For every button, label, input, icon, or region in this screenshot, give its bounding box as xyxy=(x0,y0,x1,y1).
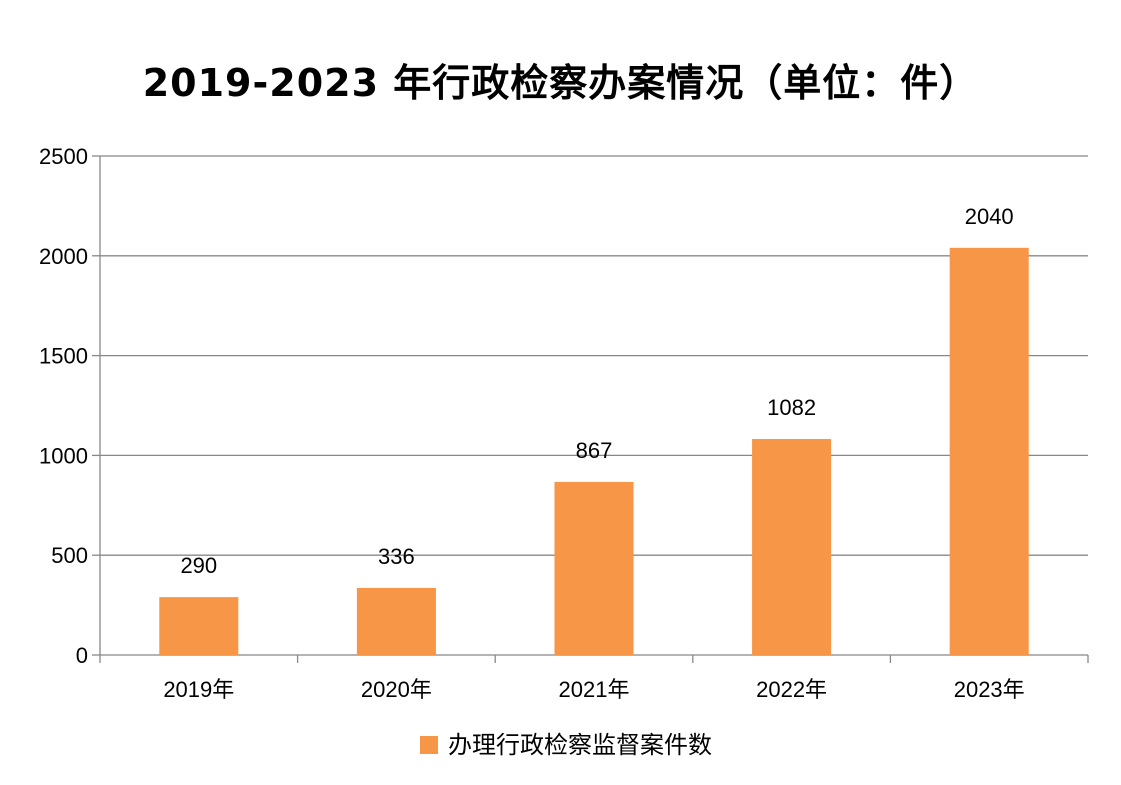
bar xyxy=(159,597,239,655)
bar xyxy=(554,481,634,655)
y-tick-label: 2500 xyxy=(39,144,88,169)
data-label: 1082 xyxy=(767,395,816,420)
x-tick-label: 2020年 xyxy=(361,677,432,702)
data-label: 336 xyxy=(378,544,415,569)
legend-swatch xyxy=(420,736,438,754)
y-tick-label: 2000 xyxy=(39,244,88,269)
y-tick-label: 1000 xyxy=(39,443,88,468)
bar xyxy=(356,587,436,655)
y-tick-label: 500 xyxy=(51,543,88,568)
data-label: 290 xyxy=(180,553,217,578)
x-tick-label: 2022年 xyxy=(756,677,827,702)
chart-title: 2019-2023 年行政检察办案情况（单位：件） xyxy=(142,61,979,105)
y-tick-label: 1500 xyxy=(39,344,88,369)
bar xyxy=(949,247,1029,656)
data-label: 2040 xyxy=(965,204,1014,229)
x-tick-label: 2019年 xyxy=(163,677,234,702)
data-label: 867 xyxy=(576,438,613,463)
legend-label: 办理行政检察监督案件数 xyxy=(448,732,712,759)
x-tick-label: 2023年 xyxy=(954,677,1025,702)
bar xyxy=(752,439,832,655)
x-tick-label: 2021年 xyxy=(559,677,630,702)
y-tick-label: 0 xyxy=(76,643,88,668)
